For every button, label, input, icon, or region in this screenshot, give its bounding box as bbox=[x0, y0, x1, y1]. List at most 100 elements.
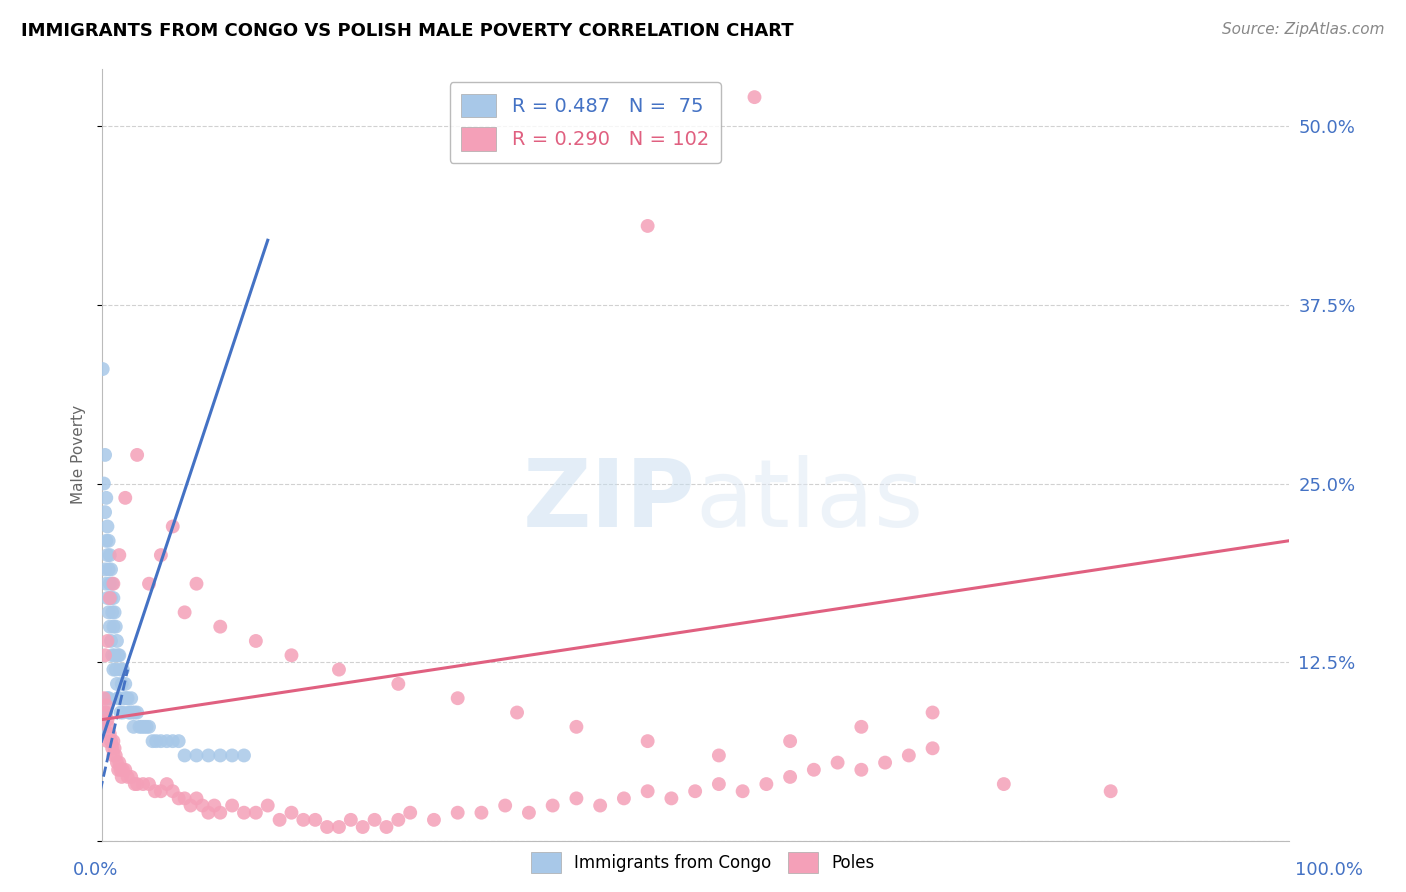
Point bbox=[138, 576, 160, 591]
Point bbox=[143, 784, 166, 798]
Point bbox=[97, 720, 120, 734]
Point bbox=[107, 648, 129, 663]
Point bbox=[565, 720, 588, 734]
Point bbox=[105, 634, 128, 648]
Point bbox=[156, 777, 179, 791]
Point bbox=[128, 720, 150, 734]
Point bbox=[875, 756, 897, 770]
Point bbox=[111, 763, 134, 777]
Point bbox=[97, 533, 120, 548]
Text: ZIP: ZIP bbox=[522, 455, 695, 548]
Point bbox=[149, 548, 172, 562]
Point bbox=[107, 763, 129, 777]
Point bbox=[447, 805, 470, 820]
Point bbox=[100, 734, 122, 748]
Point bbox=[110, 706, 132, 720]
Text: 0.0%: 0.0% bbox=[73, 861, 118, 879]
Point bbox=[98, 620, 121, 634]
Point bbox=[120, 770, 142, 784]
Point bbox=[613, 791, 636, 805]
Point bbox=[97, 605, 120, 619]
Point bbox=[245, 634, 267, 648]
Point bbox=[103, 605, 125, 619]
Point bbox=[167, 791, 190, 805]
Point bbox=[110, 763, 132, 777]
Point bbox=[637, 784, 659, 798]
Point bbox=[93, 720, 115, 734]
Point bbox=[91, 720, 114, 734]
Point bbox=[851, 720, 873, 734]
Point bbox=[387, 677, 409, 691]
Point bbox=[105, 756, 128, 770]
Point bbox=[779, 734, 801, 748]
Point bbox=[186, 576, 208, 591]
Point bbox=[145, 734, 167, 748]
Point bbox=[104, 620, 127, 634]
Point bbox=[1099, 784, 1122, 798]
Point bbox=[96, 519, 118, 533]
Point bbox=[779, 770, 801, 784]
Point bbox=[96, 533, 118, 548]
Point bbox=[149, 784, 172, 798]
Point bbox=[316, 820, 339, 834]
Point bbox=[114, 491, 136, 505]
Point bbox=[447, 691, 470, 706]
Point bbox=[96, 548, 118, 562]
Point bbox=[127, 706, 149, 720]
Point bbox=[100, 562, 122, 576]
Point bbox=[897, 748, 920, 763]
Point bbox=[98, 727, 121, 741]
Point bbox=[755, 777, 778, 791]
Point bbox=[104, 663, 127, 677]
Point bbox=[94, 648, 117, 663]
Point bbox=[683, 784, 706, 798]
Point bbox=[101, 648, 124, 663]
Point bbox=[94, 706, 117, 720]
Point bbox=[93, 691, 115, 706]
Point bbox=[921, 706, 943, 720]
Point bbox=[328, 820, 350, 834]
Point bbox=[352, 820, 374, 834]
Point bbox=[731, 784, 754, 798]
Point bbox=[637, 219, 659, 233]
Point bbox=[851, 763, 873, 777]
Point bbox=[280, 805, 302, 820]
Point bbox=[221, 798, 243, 813]
Point bbox=[180, 798, 202, 813]
Point bbox=[111, 663, 134, 677]
Point bbox=[105, 677, 128, 691]
Point bbox=[245, 805, 267, 820]
Point bbox=[387, 813, 409, 827]
Point bbox=[209, 620, 232, 634]
Point bbox=[269, 813, 291, 827]
Point bbox=[103, 741, 125, 756]
Point bbox=[162, 734, 184, 748]
Point bbox=[96, 698, 118, 713]
Point bbox=[118, 706, 141, 720]
Point bbox=[98, 591, 121, 605]
Point bbox=[197, 805, 219, 820]
Point bbox=[103, 663, 125, 677]
Point bbox=[96, 734, 118, 748]
Point bbox=[209, 748, 232, 763]
Point bbox=[96, 634, 118, 648]
Point bbox=[121, 706, 143, 720]
Point bbox=[191, 798, 214, 813]
Point bbox=[94, 505, 117, 519]
Point bbox=[96, 706, 118, 720]
Point bbox=[589, 798, 612, 813]
Point bbox=[921, 741, 943, 756]
Point bbox=[494, 798, 516, 813]
Point bbox=[149, 734, 172, 748]
Point bbox=[103, 648, 125, 663]
Point bbox=[280, 648, 302, 663]
Point bbox=[162, 784, 184, 798]
Point bbox=[256, 798, 278, 813]
Point bbox=[363, 813, 385, 827]
Point bbox=[233, 748, 256, 763]
Text: atlas: atlas bbox=[695, 455, 924, 548]
Point bbox=[827, 756, 849, 770]
Point bbox=[399, 805, 422, 820]
Point bbox=[96, 691, 118, 706]
Point bbox=[637, 734, 659, 748]
